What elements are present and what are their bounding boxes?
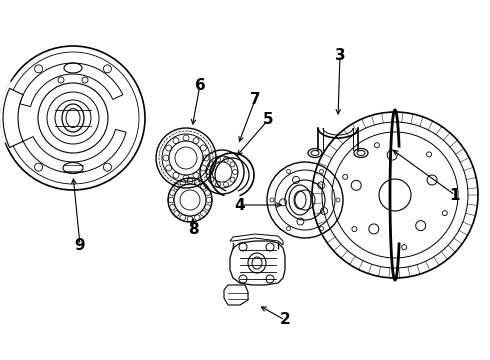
Text: 9: 9 [74, 238, 85, 252]
Text: 3: 3 [335, 48, 345, 63]
Text: 7: 7 [250, 93, 260, 108]
Text: 8: 8 [188, 222, 198, 238]
Text: 6: 6 [195, 77, 205, 93]
Text: 2: 2 [280, 312, 291, 328]
Text: 5: 5 [263, 112, 273, 127]
Text: 4: 4 [235, 198, 245, 212]
Polygon shape [3, 89, 23, 148]
Text: 1: 1 [450, 188, 460, 202]
